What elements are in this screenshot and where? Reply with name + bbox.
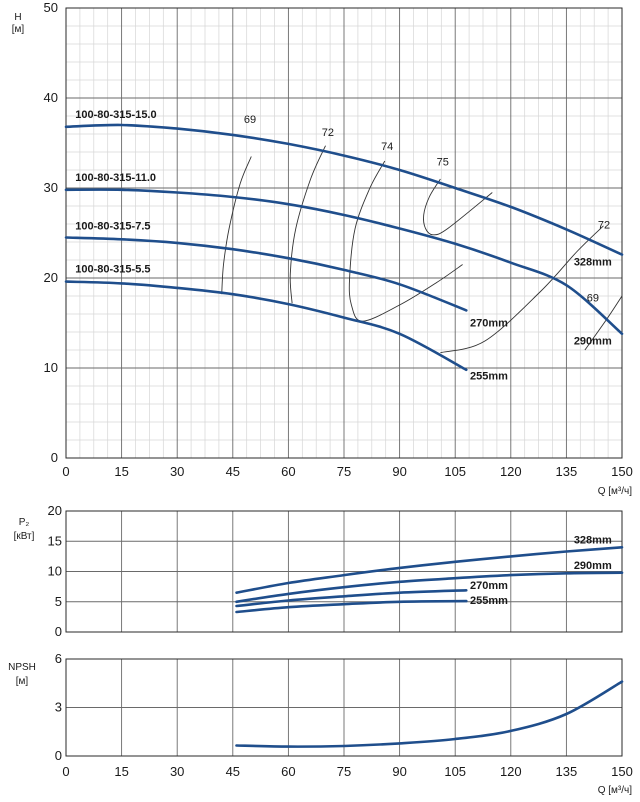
efficiency-label-4: 75 (437, 157, 449, 169)
npsh-x-tick-label: 90 (392, 764, 406, 779)
head-series-name-4: 100-80-315-5.5 (75, 264, 150, 276)
head-series-line-1 (64, 123, 624, 256)
power-series-name-1: 328mm (574, 535, 612, 547)
npsh-y-tick-label: 6 (55, 651, 62, 666)
efficiency-line-2 (289, 145, 326, 304)
power-grid (65, 510, 623, 633)
efficiency-line-5 (440, 225, 604, 354)
power-y-tick-label: 20 (48, 503, 62, 518)
efficiency-lines (221, 145, 623, 354)
head-x-tick-label: 120 (500, 464, 522, 479)
power-series-line-3 (235, 589, 468, 608)
npsh-x-tick-label: 120 (500, 764, 522, 779)
npsh-x-tick-label: 75 (337, 764, 351, 779)
npsh-x-tick-label: 0 (62, 764, 69, 779)
head-y-tick-label: 30 (44, 180, 58, 195)
diameter-label-2: 290mm (574, 336, 612, 348)
efficiency-label-6: 69 (587, 292, 599, 304)
head-x-tick-label: 60 (281, 464, 295, 479)
npsh-y-axis-unit: [м] (16, 676, 29, 687)
head-x-tick-label: 0 (62, 464, 69, 479)
efficiency-label-1: 69 (244, 114, 256, 126)
npsh-x-tick-label: 150 (611, 764, 633, 779)
diameter-label-3: 270mm (470, 318, 508, 330)
npsh-series-line-1 (235, 680, 624, 748)
head-x-axis-label: Q [м³/ч] (598, 486, 633, 497)
npsh-y-axis-label: NPSH (8, 662, 36, 673)
head-y-tick-label: 0 (51, 450, 58, 465)
power-y-tick-label: 10 (48, 564, 62, 579)
npsh-x-tick-label: 15 (114, 764, 128, 779)
power-series-name-4: 255mm (470, 595, 508, 607)
npsh-x-tick-label: 105 (444, 764, 466, 779)
power-y-tick-label: 0 (55, 624, 62, 639)
power-y-axis-label: P₂ (19, 517, 30, 528)
head-y-tick-label: 40 (44, 90, 58, 105)
head-series-line-4 (64, 280, 468, 372)
power-series-line-4 (235, 599, 468, 614)
efficiency-label-5: 72 (598, 220, 610, 232)
efficiency-line-4 (423, 178, 493, 236)
efficiency-label-3: 74 (381, 141, 393, 153)
head-series-line-3 (64, 236, 468, 312)
power-series-line-2 (235, 571, 624, 604)
npsh-grid (65, 658, 623, 757)
head-x-tick-label: 30 (170, 464, 184, 479)
npsh-x-tick-label: 135 (556, 764, 578, 779)
npsh-x-tick-label: 30 (170, 764, 184, 779)
power-series-name-2: 290mm (574, 560, 612, 572)
head-y-tick-label: 50 (44, 0, 58, 15)
npsh-y-tick-label: 3 (55, 700, 62, 715)
head-y-axis-unit: [м] (12, 24, 25, 35)
head-series-name-2: 100-80-315-11.0 (75, 172, 156, 184)
npsh-y-tick-label: 0 (55, 748, 62, 763)
head-y-tick-label: 20 (44, 270, 58, 285)
head-y-tick-label: 10 (44, 360, 58, 375)
head-y-axis-label: H (14, 12, 21, 23)
head-x-tick-label: 15 (114, 464, 128, 479)
power-y-tick-label: 5 (55, 594, 62, 609)
npsh-x-tick-label: 60 (281, 764, 295, 779)
head-grid (65, 7, 623, 459)
head-series-line-2 (64, 188, 624, 336)
head-series-name-3: 100-80-315-7.5 (75, 220, 150, 232)
npsh-x-tick-label: 45 (226, 764, 240, 779)
npsh-frame (65, 658, 623, 757)
power-series-name-3: 270mm (470, 580, 508, 592)
head-x-tick-label: 45 (226, 464, 240, 479)
diameter-label-1: 328mm (574, 256, 612, 268)
efficiency-line-1 (221, 156, 252, 295)
head-x-tick-label: 90 (392, 464, 406, 479)
efficiency-label-2: 72 (322, 127, 334, 139)
diameter-label-4: 255mm (470, 371, 508, 383)
head-x-tick-label: 135 (556, 464, 578, 479)
efficiency-line-3 (348, 160, 463, 322)
head-x-tick-label: 75 (337, 464, 351, 479)
npsh-x-axis-label: Q [м³/ч] (598, 785, 633, 796)
power-series-line-1 (235, 546, 624, 594)
head-x-tick-label: 150 (611, 464, 633, 479)
head-x-tick-label: 105 (444, 464, 466, 479)
head-frame (65, 7, 623, 459)
head-series-name-1: 100-80-315-15.0 (75, 109, 156, 121)
power-y-axis-unit: [кВт] (14, 531, 35, 542)
power-y-tick-label: 15 (48, 533, 62, 548)
